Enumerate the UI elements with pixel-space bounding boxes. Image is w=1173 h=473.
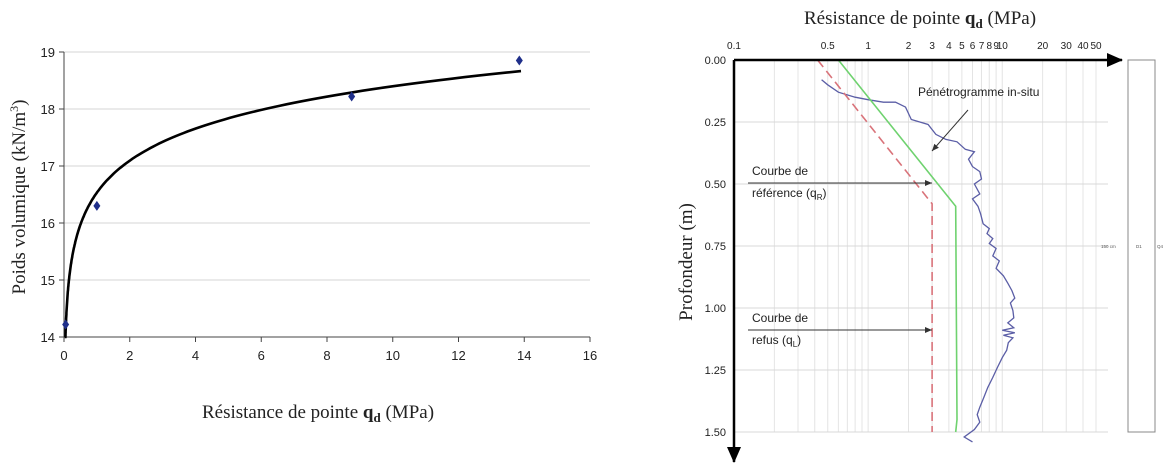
data-point-1 xyxy=(62,319,70,330)
series-lines xyxy=(816,59,1016,443)
x-tick-14: 14 xyxy=(517,348,531,363)
x-tick-0: 0 xyxy=(60,348,67,363)
y-tick-19: 19 xyxy=(41,45,55,60)
x-tick-40: 40 xyxy=(1077,41,1089,52)
x-tick-7: 7 xyxy=(979,41,985,52)
data-point-4 xyxy=(515,55,523,66)
x-tick-0.1: 0.1 xyxy=(727,41,741,52)
side-label-depth: 150 cm xyxy=(1101,244,1116,249)
y-tick-14: 14 xyxy=(41,330,55,345)
y-tick-0.00: 0.00 xyxy=(705,55,726,67)
x-tick-8: 8 xyxy=(986,41,992,52)
trend-curve xyxy=(64,69,522,339)
x-axis: 0 2 4 6 8 10 12 14 16 xyxy=(60,336,597,363)
y-tick-0.25: 0.25 xyxy=(705,117,726,129)
y-axis-label: Profondeur (m) xyxy=(676,203,697,321)
x-tick-2: 2 xyxy=(126,348,133,363)
x-tick-30: 30 xyxy=(1061,41,1073,52)
series-line-1 xyxy=(821,79,1016,443)
x-tick-5: 5 xyxy=(959,41,965,52)
x-tick-labels: 0.1 0.5 1 2 3 4 5 6 7 8 910 20 30 40 50 xyxy=(727,41,1102,52)
side-label-q4: Q4 xyxy=(1157,244,1164,249)
x-tick-10: 10 xyxy=(997,41,1009,52)
y-tick-18: 18 xyxy=(41,102,55,117)
y-tick-0.50: 0.50 xyxy=(705,179,726,191)
grid-lines xyxy=(734,59,1108,433)
annotation-penetrogram-arrow xyxy=(931,109,969,152)
x-tick-2: 2 xyxy=(906,41,912,52)
y-tick-0.75: 0.75 xyxy=(705,241,726,253)
y-axis-label: Poids volumique (kN/m3) xyxy=(7,100,30,295)
y-tick-16: 16 xyxy=(41,216,55,231)
y-tick-1.00: 1.00 xyxy=(705,303,726,315)
x-tick-6: 6 xyxy=(970,41,976,52)
annotation-refus: Courbe de refus (qL) xyxy=(752,311,808,349)
x-tick-10: 10 xyxy=(386,348,400,363)
series-line-2 xyxy=(837,59,958,433)
y-tick-1.25: 1.25 xyxy=(705,365,726,377)
y-tick-17: 17 xyxy=(41,159,55,174)
penetrogram-chart: Résistance de pointe qd (MPa) 0.1 0.5 1 2 3 4… xyxy=(676,8,1164,463)
scatter-chart: 14 15 16 17 18 19 0 2 4 6 8 10 12 14 16 Résistance de… xyxy=(7,45,597,425)
y-tick-15: 15 xyxy=(41,273,55,288)
side-column xyxy=(1127,59,1156,433)
axes xyxy=(727,53,1123,463)
x-tick-3: 3 xyxy=(929,41,935,52)
x-axis-label: Résistance de pointe qd (MPa) xyxy=(202,402,434,425)
x-tick-8: 8 xyxy=(323,348,330,363)
series-line-3 xyxy=(816,59,933,432)
data-points xyxy=(62,55,523,330)
x-tick-16: 16 xyxy=(583,348,597,363)
side-label-d1: D1 xyxy=(1136,244,1142,249)
x-tick-6: 6 xyxy=(258,348,265,363)
annotation-reference: Courbe de référence (qR) xyxy=(752,164,826,202)
y-axis: 14 15 16 17 18 19 xyxy=(41,45,65,345)
horizontal-gridlines xyxy=(64,51,590,281)
x-tick-4: 4 xyxy=(192,348,199,363)
x-tick-9: 9 xyxy=(993,41,999,52)
x-tick-50: 50 xyxy=(1090,41,1102,52)
x-tick-4: 4 xyxy=(946,41,952,52)
x-tick-12: 12 xyxy=(451,348,465,363)
y-tick-1.50: 1.50 xyxy=(705,427,726,439)
x-tick-1: 1 xyxy=(865,41,871,52)
data-point-2 xyxy=(93,200,101,211)
y-tick-labels: 0.00 0.25 0.50 0.75 1.00 1.25 1.50 xyxy=(705,55,726,439)
data-point-3 xyxy=(348,91,356,102)
x-tick-0.5: 0.5 xyxy=(821,41,835,52)
x-tick-20: 20 xyxy=(1037,41,1049,52)
annotation-penetrogram: Pénétrogramme in-situ xyxy=(918,85,1039,99)
chart-title: Résistance de pointe qd (MPa) xyxy=(804,8,1036,31)
